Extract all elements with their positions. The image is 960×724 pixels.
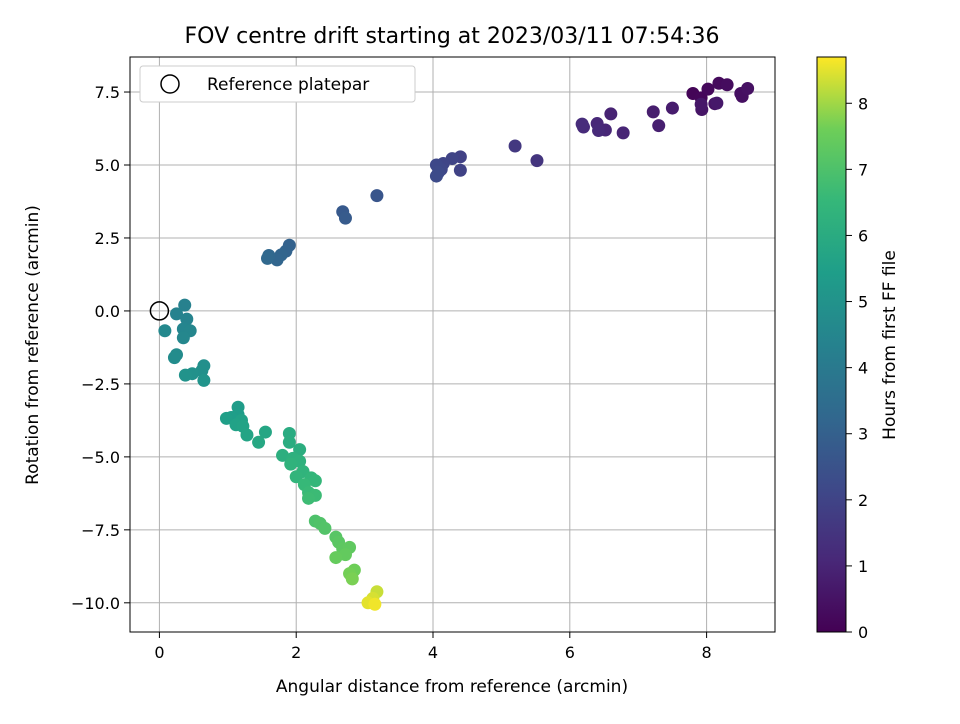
data-point: [616, 126, 630, 140]
data-point: [345, 572, 359, 586]
reference-platepar-marker: [149, 301, 170, 321]
data-point: [302, 491, 316, 505]
legend-entry: Reference platepar: [207, 75, 369, 95]
data-point: [197, 373, 211, 387]
data-point: [694, 97, 708, 111]
data-point: [293, 443, 307, 457]
x-axis-ticks: 0 2 4 6 8: [154, 632, 712, 662]
y-tick-label: −7.5: [81, 521, 120, 540]
data-point: [665, 101, 679, 115]
y-axis-ticks: 7.5 5.0 2.5 0.0 −2.5 −5.0 −7.5 −10.0: [71, 83, 130, 613]
colorbar-tick-label: 8: [858, 94, 868, 113]
chart-title: FOV centre drift starting at 2023/03/11 …: [185, 24, 720, 49]
y-axis-label: Rotation from reference (arcmin): [23, 205, 43, 485]
colorbar-tick-label: 4: [858, 359, 868, 378]
data-point: [258, 425, 272, 439]
colorbar-tick-label: 3: [858, 425, 868, 444]
colorbar-tick-label: 2: [858, 491, 868, 510]
data-point: [170, 307, 184, 321]
data-point: [604, 107, 618, 121]
data-point: [284, 457, 298, 471]
x-tick-label: 0: [154, 643, 164, 662]
data-point: [530, 154, 544, 168]
colorbar-tick-label: 0: [858, 623, 868, 642]
data-point: [180, 312, 194, 326]
grid-lines: [130, 57, 775, 632]
x-tick-label: 4: [428, 643, 438, 662]
y-tick-label: −2.5: [81, 375, 120, 394]
x-axis-label: Angular distance from reference (arcmin): [276, 677, 628, 697]
data-point: [453, 163, 467, 177]
data-point: [282, 435, 296, 449]
data-point: [741, 82, 755, 96]
data-point: [178, 368, 192, 382]
data-point: [158, 324, 172, 338]
data-point: [167, 351, 181, 365]
colorbar-tick-label: 7: [858, 160, 868, 179]
x-tick-label: 2: [291, 643, 301, 662]
data-point: [338, 211, 352, 225]
data-point: [260, 251, 274, 265]
legend-reference-icon: [160, 74, 180, 94]
y-tick-label: −10.0: [71, 594, 120, 613]
y-tick-label: 2.5: [95, 229, 120, 248]
legend: Reference platepar: [139, 65, 416, 103]
y-tick-label: −5.0: [81, 448, 120, 467]
data-point: [308, 474, 322, 488]
scatter-points: [158, 76, 755, 611]
data-point: [429, 169, 443, 183]
data-point: [276, 448, 290, 462]
data-point: [592, 124, 606, 138]
data-point: [252, 435, 266, 449]
data-point: [318, 521, 332, 535]
legend-box: [139, 65, 416, 103]
colorbar-gradient: [816, 56, 847, 633]
data-point: [508, 139, 522, 153]
x-tick-label: 8: [702, 643, 712, 662]
colorbar-tick-label: 6: [858, 226, 868, 245]
y-tick-label: 7.5: [95, 83, 120, 102]
plot-frame: [129, 56, 776, 633]
data-point: [178, 298, 192, 312]
y-tick-label: 5.0: [95, 156, 120, 175]
data-point: [289, 470, 303, 484]
data-point: [329, 551, 343, 565]
data-point: [575, 117, 589, 131]
data-point: [219, 411, 233, 425]
colorbar-tick-label: 5: [858, 293, 868, 312]
data-point: [710, 96, 724, 110]
colorbar-tick-label: 1: [858, 557, 868, 576]
x-tick-label: 6: [565, 643, 575, 662]
data-point: [646, 105, 660, 119]
data-point: [370, 189, 384, 203]
y-tick-label: 0.0: [95, 302, 120, 321]
colorbar: 0 1 2 3 4 5 6 7 8 Hours from first FF file: [816, 56, 900, 642]
data-point: [240, 428, 254, 442]
data-point: [720, 78, 734, 92]
data-point: [176, 331, 190, 345]
colorbar-ticks: 0 1 2 3 4 5 6 7 8: [846, 94, 868, 642]
data-point: [652, 119, 666, 133]
data-point: [701, 82, 715, 96]
colorbar-label: Hours from first FF file: [880, 250, 900, 440]
data-point: [368, 597, 382, 611]
